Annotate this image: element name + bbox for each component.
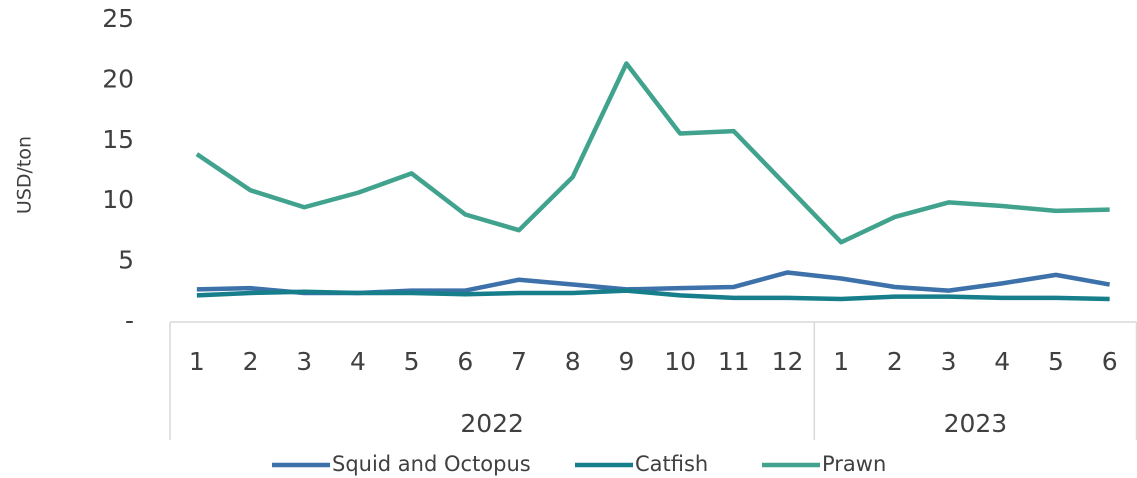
x-tick-label: 4 — [350, 347, 366, 376]
legend-label: Catfish — [635, 452, 708, 476]
x-tick-label: 12 — [772, 347, 804, 376]
x-tick-label: 2 — [887, 347, 903, 376]
series-line — [195, 61, 1110, 245]
x-group-label: 2022 — [460, 409, 524, 438]
legend-label: Squid and Octopus — [332, 452, 531, 476]
x-tick-label: 6 — [457, 347, 473, 376]
y-tick-label: - — [125, 306, 134, 335]
series-line — [196, 288, 1110, 302]
x-tick-label: 5 — [404, 347, 420, 376]
x-tick-label: 9 — [618, 347, 634, 376]
x-tick-label: 10 — [664, 347, 696, 376]
y-tick-label: 5 — [118, 246, 134, 275]
y-tick-label: 15 — [102, 125, 134, 154]
x-group-label: 2023 — [944, 409, 1008, 438]
y-tick-label: 25 — [102, 4, 134, 33]
series-line — [196, 270, 1111, 296]
x-tick-label: 11 — [718, 347, 750, 376]
x-tick-label: 1 — [189, 347, 205, 376]
x-tick-label: 6 — [1102, 347, 1118, 376]
x-tick-label: 7 — [511, 347, 527, 376]
x-tick-label: 8 — [565, 347, 581, 376]
legend-label: Prawn — [822, 452, 886, 476]
x-tick-label: 1 — [833, 347, 849, 376]
y-tick-label: 10 — [102, 185, 134, 214]
y-tick-label: 20 — [102, 64, 134, 93]
x-tick-label: 2 — [243, 347, 259, 376]
x-tick-label: 5 — [1048, 347, 1064, 376]
y-axis-label: USD/ton — [14, 136, 36, 214]
x-tick-label: 4 — [994, 347, 1010, 376]
x-tick-label: 3 — [296, 347, 312, 376]
x-tick-label: 3 — [941, 347, 957, 376]
